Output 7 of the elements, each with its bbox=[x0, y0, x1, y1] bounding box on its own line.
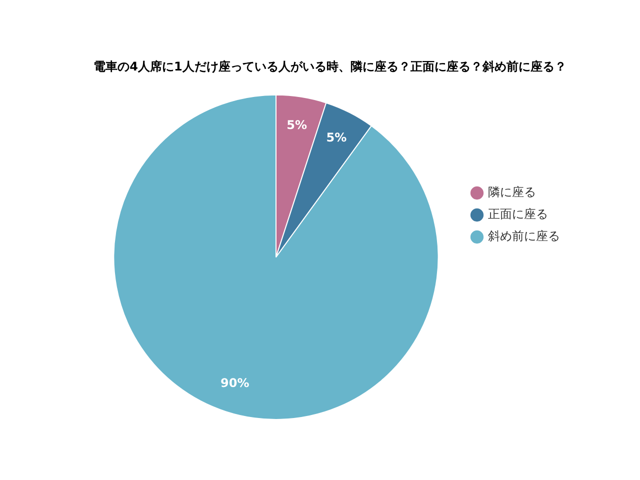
data-label: 90% bbox=[220, 376, 250, 390]
legend-label: 斜め前に座る bbox=[488, 229, 560, 244]
data-label: 5% bbox=[326, 130, 347, 145]
legend-label: 隣に座る bbox=[488, 185, 536, 200]
legend-label: 正面に座る bbox=[488, 207, 548, 222]
chart-title: 電車の4人席に1人だけ座っている人がいる時、隣に座る？正面に座る？斜め前に座る？ bbox=[94, 59, 566, 74]
data-label: 5% bbox=[286, 118, 308, 132]
